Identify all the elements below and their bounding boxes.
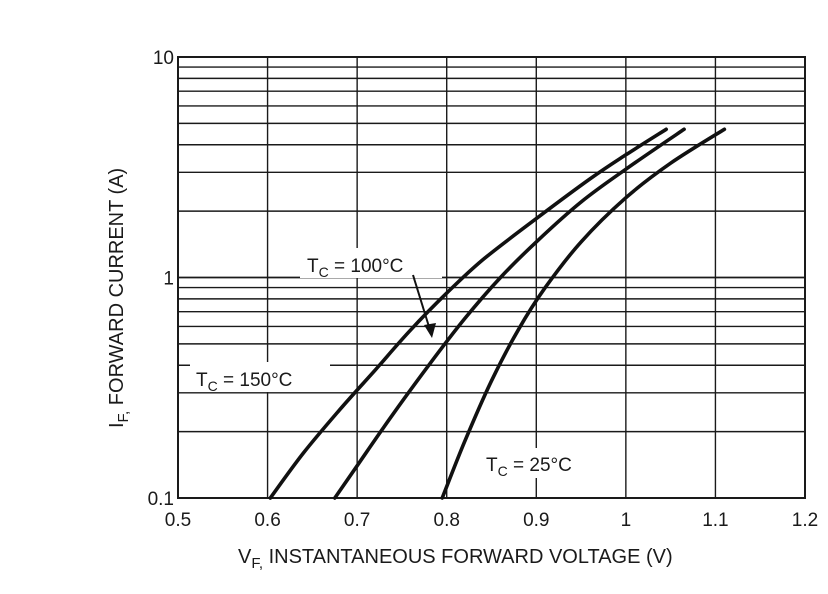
x-tick-label: 0.7 [344,510,370,531]
series-tc-100-line [333,127,686,500]
x-tick-label: 1.1 [702,510,728,531]
grid-lines [177,56,806,499]
x-tick-label: 0.9 [523,510,549,531]
annotation-100c: TC = 100°C [300,248,442,338]
tick-labels: 0.5 0.6 0.7 0.8 0.9 1 1.1 1.2 0.1 1 10 [148,48,819,531]
y-axis-title: IF, FORWARD CURRENT (A) [106,168,132,428]
data-series-group [268,127,727,500]
annotation-100c-arrowhead [424,323,436,338]
annotation-100c-label: TC = 100°C [307,256,403,280]
annotation-25c: TC = 25°C [480,448,600,479]
x-tick-label: 0.5 [165,510,191,531]
y-tick-label: 0.1 [148,489,174,510]
series-tc-25-line [440,127,727,500]
y-tick-label: 1 [163,269,174,290]
annotation-100c-pointer [412,274,431,331]
plot-frame [177,56,806,499]
annotation-25c-label: TC = 25°C [486,455,572,479]
annotation-150c-label: TC = 150°C [196,370,292,394]
x-tick-label: 0.8 [434,510,460,531]
x-axis-title: VF, INSTANTANEOUS FORWARD VOLTAGE (V) [238,546,673,572]
x-tick-label: 0.6 [254,510,280,531]
annotation-150c: TC = 150°C [190,362,330,394]
x-tick-label: 1.2 [792,510,818,531]
series-tc-150-line [268,127,668,500]
x-tick-label: 1 [621,510,632,531]
y-tick-label: 10 [153,48,174,69]
